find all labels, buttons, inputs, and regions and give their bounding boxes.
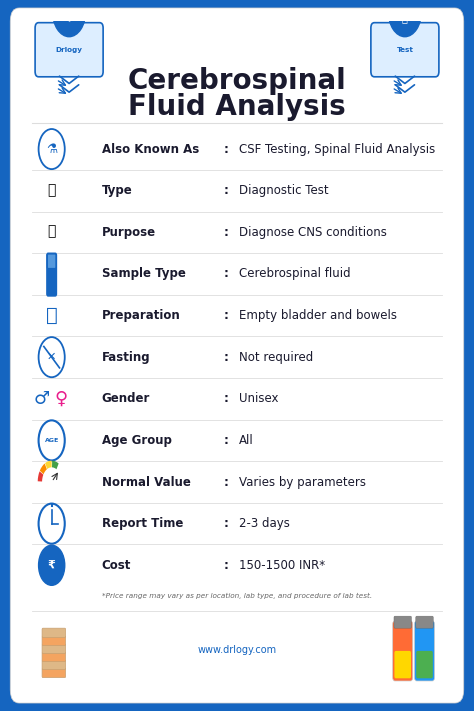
Text: Drlogy: Drlogy: [55, 47, 82, 53]
Text: Report Time: Report Time: [102, 517, 183, 530]
FancyBboxPatch shape: [416, 616, 433, 629]
FancyBboxPatch shape: [42, 636, 65, 646]
Text: :: :: [224, 351, 228, 363]
Text: Unisex: Unisex: [239, 392, 279, 405]
Text: Empty bladder and bowels: Empty bladder and bowels: [239, 309, 397, 322]
Wedge shape: [38, 471, 43, 481]
Text: :: :: [224, 267, 228, 280]
Text: Age Group: Age Group: [102, 434, 172, 447]
FancyBboxPatch shape: [42, 629, 65, 638]
Text: 150-1500 INR*: 150-1500 INR*: [239, 559, 325, 572]
Text: Cerebrospinal fluid: Cerebrospinal fluid: [239, 267, 351, 280]
Text: :: :: [224, 476, 228, 488]
Text: Normal Value: Normal Value: [102, 476, 191, 488]
FancyBboxPatch shape: [42, 661, 65, 670]
Text: :: :: [224, 559, 228, 572]
Text: Cost: Cost: [102, 559, 131, 572]
Text: :: :: [224, 392, 228, 405]
FancyBboxPatch shape: [35, 23, 103, 77]
FancyBboxPatch shape: [47, 254, 56, 269]
Text: :: :: [224, 434, 228, 447]
Text: 2-3 days: 2-3 days: [239, 517, 290, 530]
Wedge shape: [40, 464, 47, 474]
Circle shape: [38, 129, 65, 169]
Text: Also Known As: Also Known As: [102, 143, 199, 156]
FancyBboxPatch shape: [394, 616, 411, 629]
Text: Fluid Analysis: Fluid Analysis: [128, 93, 346, 121]
Circle shape: [53, 0, 86, 37]
Circle shape: [388, 0, 421, 37]
FancyBboxPatch shape: [414, 621, 435, 681]
Text: Not required: Not required: [239, 351, 313, 363]
Text: Diagnostic Test: Diagnostic Test: [239, 184, 329, 197]
Text: AGE: AGE: [45, 438, 59, 443]
Text: Type: Type: [102, 184, 133, 197]
FancyBboxPatch shape: [394, 651, 411, 678]
Text: :: :: [224, 517, 228, 530]
FancyBboxPatch shape: [42, 668, 65, 678]
Circle shape: [38, 503, 65, 544]
Text: :: :: [224, 143, 228, 156]
FancyBboxPatch shape: [47, 253, 56, 296]
Circle shape: [38, 337, 65, 378]
FancyBboxPatch shape: [42, 652, 65, 662]
Text: 🛡: 🛡: [46, 306, 57, 325]
FancyBboxPatch shape: [42, 644, 65, 653]
Text: Test: Test: [396, 47, 413, 53]
Text: ✓: ✓: [48, 311, 55, 320]
Text: ♂: ♂: [34, 390, 50, 408]
Text: www.drlogy.com: www.drlogy.com: [198, 645, 276, 655]
Text: 🔬: 🔬: [47, 183, 56, 198]
Circle shape: [38, 420, 65, 461]
FancyBboxPatch shape: [392, 621, 413, 681]
Text: :: :: [224, 184, 228, 197]
Text: Gender: Gender: [102, 392, 150, 405]
Text: Preparation: Preparation: [102, 309, 181, 322]
Circle shape: [38, 545, 65, 585]
Text: CSF Testing, Spinal Fluid Analysis: CSF Testing, Spinal Fluid Analysis: [239, 143, 436, 156]
Text: ♀: ♀: [55, 390, 68, 408]
FancyBboxPatch shape: [10, 8, 464, 703]
Text: Fasting: Fasting: [102, 351, 150, 363]
Text: ✕: ✕: [47, 352, 56, 362]
Text: ⚕: ⚕: [66, 11, 73, 24]
Text: Varies by parameters: Varies by parameters: [239, 476, 366, 488]
FancyBboxPatch shape: [371, 23, 439, 77]
Text: Sample Type: Sample Type: [102, 267, 186, 280]
Text: Diagnose CNS conditions: Diagnose CNS conditions: [239, 226, 387, 239]
Wedge shape: [45, 461, 52, 469]
Text: 💡: 💡: [47, 224, 56, 238]
FancyBboxPatch shape: [416, 651, 433, 678]
Text: Cerebrospinal: Cerebrospinal: [128, 68, 346, 95]
Text: ⚗: ⚗: [46, 143, 57, 156]
Text: Purpose: Purpose: [102, 226, 156, 239]
Text: 🧪: 🧪: [402, 13, 408, 23]
Text: All: All: [239, 434, 254, 447]
Text: ₹: ₹: [48, 560, 55, 570]
Wedge shape: [52, 461, 59, 469]
Text: *Price range may vary as per location, lab type, and procedure of lab test.: *Price range may vary as per location, l…: [102, 593, 372, 599]
Text: :: :: [224, 309, 228, 322]
Text: :: :: [224, 226, 228, 239]
